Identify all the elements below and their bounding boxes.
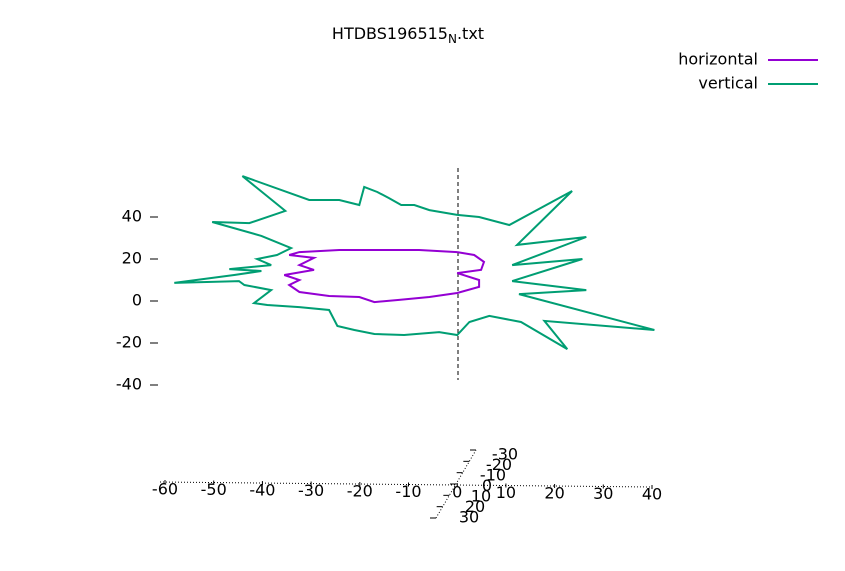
y-tick-label: -20 bbox=[486, 455, 512, 474]
x-tick-label: -50 bbox=[201, 480, 227, 499]
x-tick-label: -60 bbox=[152, 480, 178, 499]
x-axis bbox=[159, 481, 653, 488]
x-tick-label: -20 bbox=[347, 482, 373, 501]
x-tick-label: 10 bbox=[496, 483, 516, 502]
series-line bbox=[283, 249, 486, 304]
x-tick-label: 30 bbox=[593, 484, 613, 503]
chart-title: HTDBS196515N.txt bbox=[332, 24, 484, 46]
x-tick-label: 40 bbox=[642, 485, 662, 504]
z-tick-label: 20 bbox=[122, 249, 142, 268]
title-suffix: .txt bbox=[457, 24, 484, 43]
title-subscript: N bbox=[448, 32, 457, 46]
legend-label: horizontal bbox=[678, 50, 758, 69]
x-tick-label: -40 bbox=[249, 481, 275, 500]
y-tick-label: -10 bbox=[480, 466, 506, 485]
y-tick-label: 10 bbox=[471, 487, 491, 506]
series-line bbox=[174, 175, 655, 350]
title-main: HTDBS196515 bbox=[332, 24, 448, 43]
y-tick-label: 0 bbox=[482, 476, 492, 495]
y-tick-label: 20 bbox=[465, 497, 485, 516]
z-tick-label: 0 bbox=[132, 291, 142, 310]
x-tick-label: -10 bbox=[395, 482, 421, 501]
x-tick-label: -30 bbox=[298, 481, 324, 500]
z-tick-label: 40 bbox=[122, 207, 142, 226]
x-tick-label: 0 bbox=[452, 483, 462, 502]
y-tick-label: -30 bbox=[492, 445, 518, 464]
legend-label: vertical bbox=[698, 74, 758, 93]
z-tick-label: -40 bbox=[116, 375, 142, 394]
x-tick-label: 20 bbox=[544, 484, 564, 503]
y-tick-label: 30 bbox=[459, 508, 479, 527]
z-tick-label: -20 bbox=[116, 333, 142, 352]
